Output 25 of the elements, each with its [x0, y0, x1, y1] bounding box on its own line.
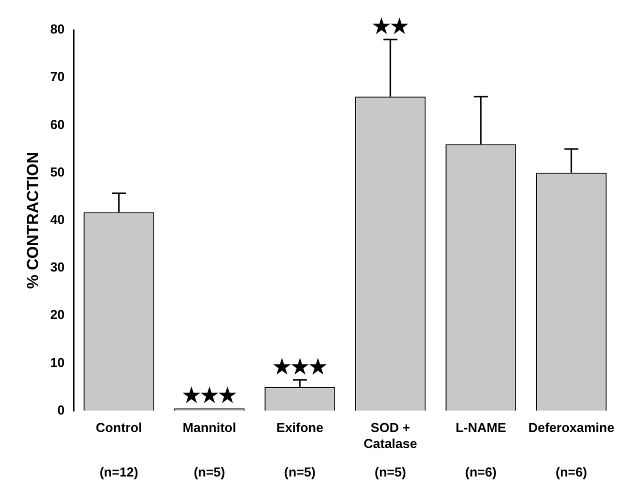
text: (n=5)	[374, 464, 406, 480]
y-tick-label: 30	[50, 260, 65, 275]
x-tick-label: L-NAME	[456, 420, 506, 436]
y-tick-label: 0	[57, 402, 65, 418]
x-tick-label: SOD + Catalase	[364, 420, 418, 451]
x-tick-label: Deferoxamine	[528, 420, 614, 436]
text: (n=6)	[556, 464, 588, 480]
x-tick-label: Control	[96, 420, 142, 436]
data-label: ★★★	[272, 356, 327, 378]
y-tick-label: 70	[50, 69, 65, 84]
text: (n=6)	[465, 464, 497, 480]
x-tick-label: Mannitol	[182, 420, 236, 436]
text: (n=5)	[284, 464, 316, 480]
x-tick-label: Exifone	[276, 420, 324, 436]
y-tick-label: 10	[50, 354, 65, 370]
text: (n=12)	[100, 464, 138, 480]
y-tick-label: 20	[50, 307, 65, 322]
y-tick-label: 50	[50, 164, 65, 180]
y-tick-label: 60	[50, 116, 65, 132]
data-label: ★★	[372, 16, 408, 38]
y-axis-title: % CONTRACTION	[25, 152, 42, 289]
y-tick-label: 40	[50, 212, 65, 227]
data-label: ★★★	[182, 384, 236, 407]
y-tick-label: 80	[50, 22, 65, 37]
text: (n=5)	[194, 464, 226, 480]
